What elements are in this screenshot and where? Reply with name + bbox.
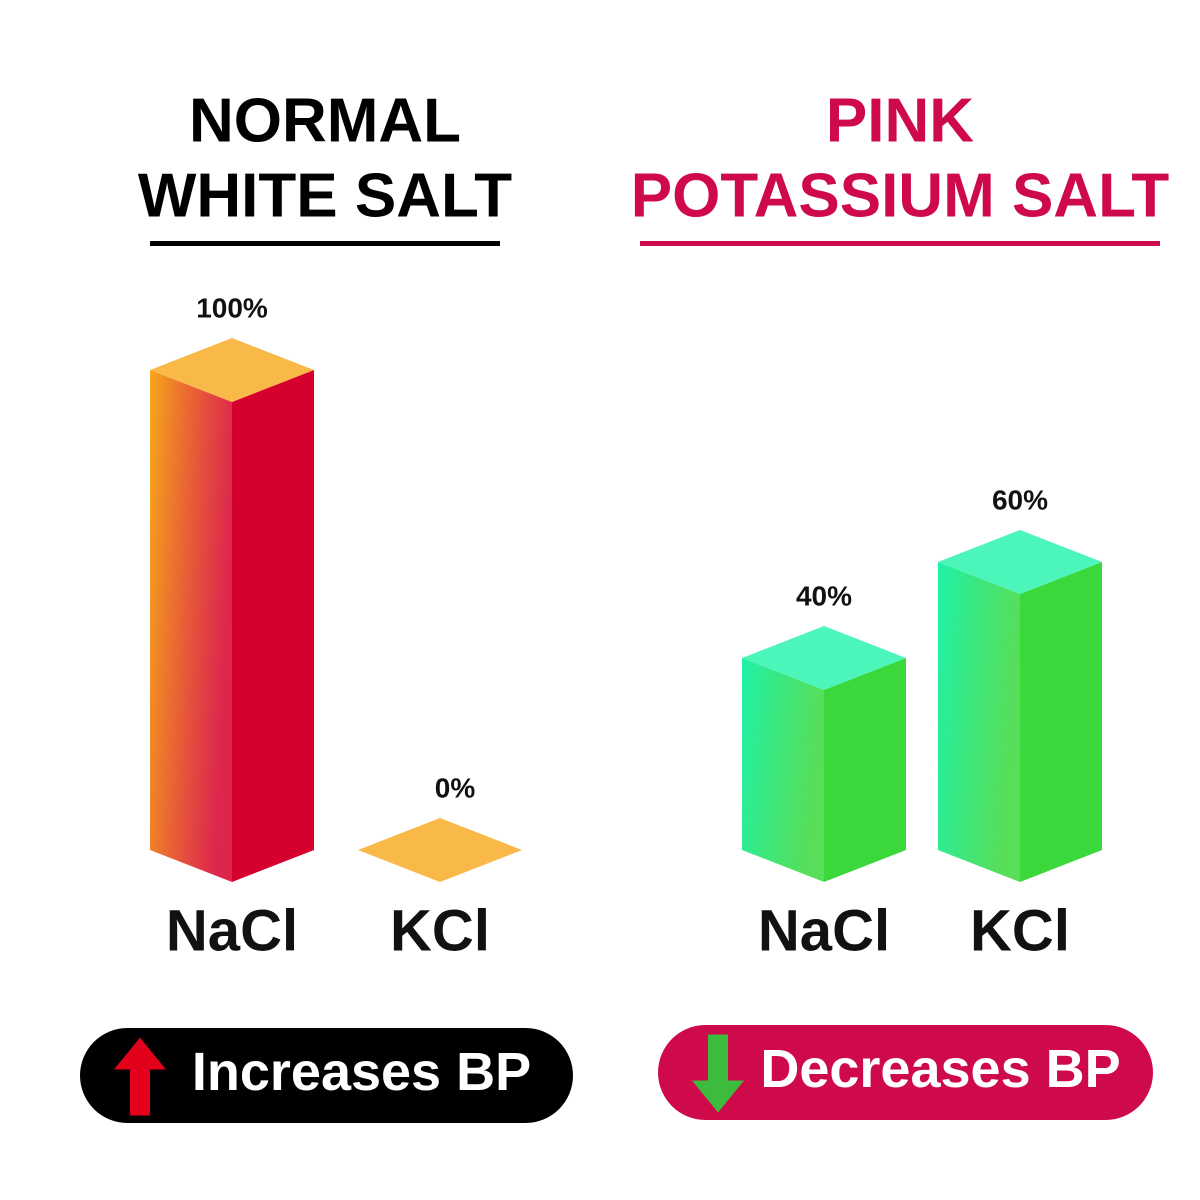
bar-front — [742, 658, 824, 882]
bar — [742, 626, 906, 882]
value-label: 100% — [196, 292, 268, 323]
badge-label: Increases BP — [192, 1042, 531, 1102]
bar-side — [232, 370, 314, 882]
category-label: NaCl — [166, 898, 298, 963]
category-label: KCl — [390, 898, 490, 963]
bar — [938, 530, 1102, 882]
badge-label: Decreases BP — [760, 1039, 1120, 1099]
bar-front — [150, 370, 232, 882]
value-label: 0% — [435, 772, 476, 803]
badge — [80, 1028, 573, 1123]
chart-title: PINK — [826, 86, 974, 155]
value-label: 40% — [796, 580, 852, 611]
bar-top — [742, 626, 906, 690]
bar-front — [938, 562, 1020, 882]
chart-title: POTASSIUM SALT — [631, 161, 1170, 230]
chart-title: WHITE SALT — [138, 161, 512, 230]
bar-side — [824, 658, 906, 882]
chart-title: NORMAL — [189, 86, 461, 155]
value-label: 60% — [992, 484, 1048, 515]
title-underline — [150, 241, 500, 246]
bar-side — [1020, 562, 1102, 882]
bar-top — [358, 818, 522, 882]
bar — [150, 338, 314, 882]
category-label: KCl — [970, 898, 1070, 963]
bar-top — [938, 530, 1102, 594]
bar — [358, 818, 522, 882]
arrow-icon — [692, 1034, 744, 1113]
badge — [658, 1025, 1153, 1120]
category-label: NaCl — [758, 898, 890, 963]
arrow-icon — [114, 1037, 166, 1116]
title-underline — [640, 241, 1160, 246]
bar-top — [150, 338, 314, 402]
